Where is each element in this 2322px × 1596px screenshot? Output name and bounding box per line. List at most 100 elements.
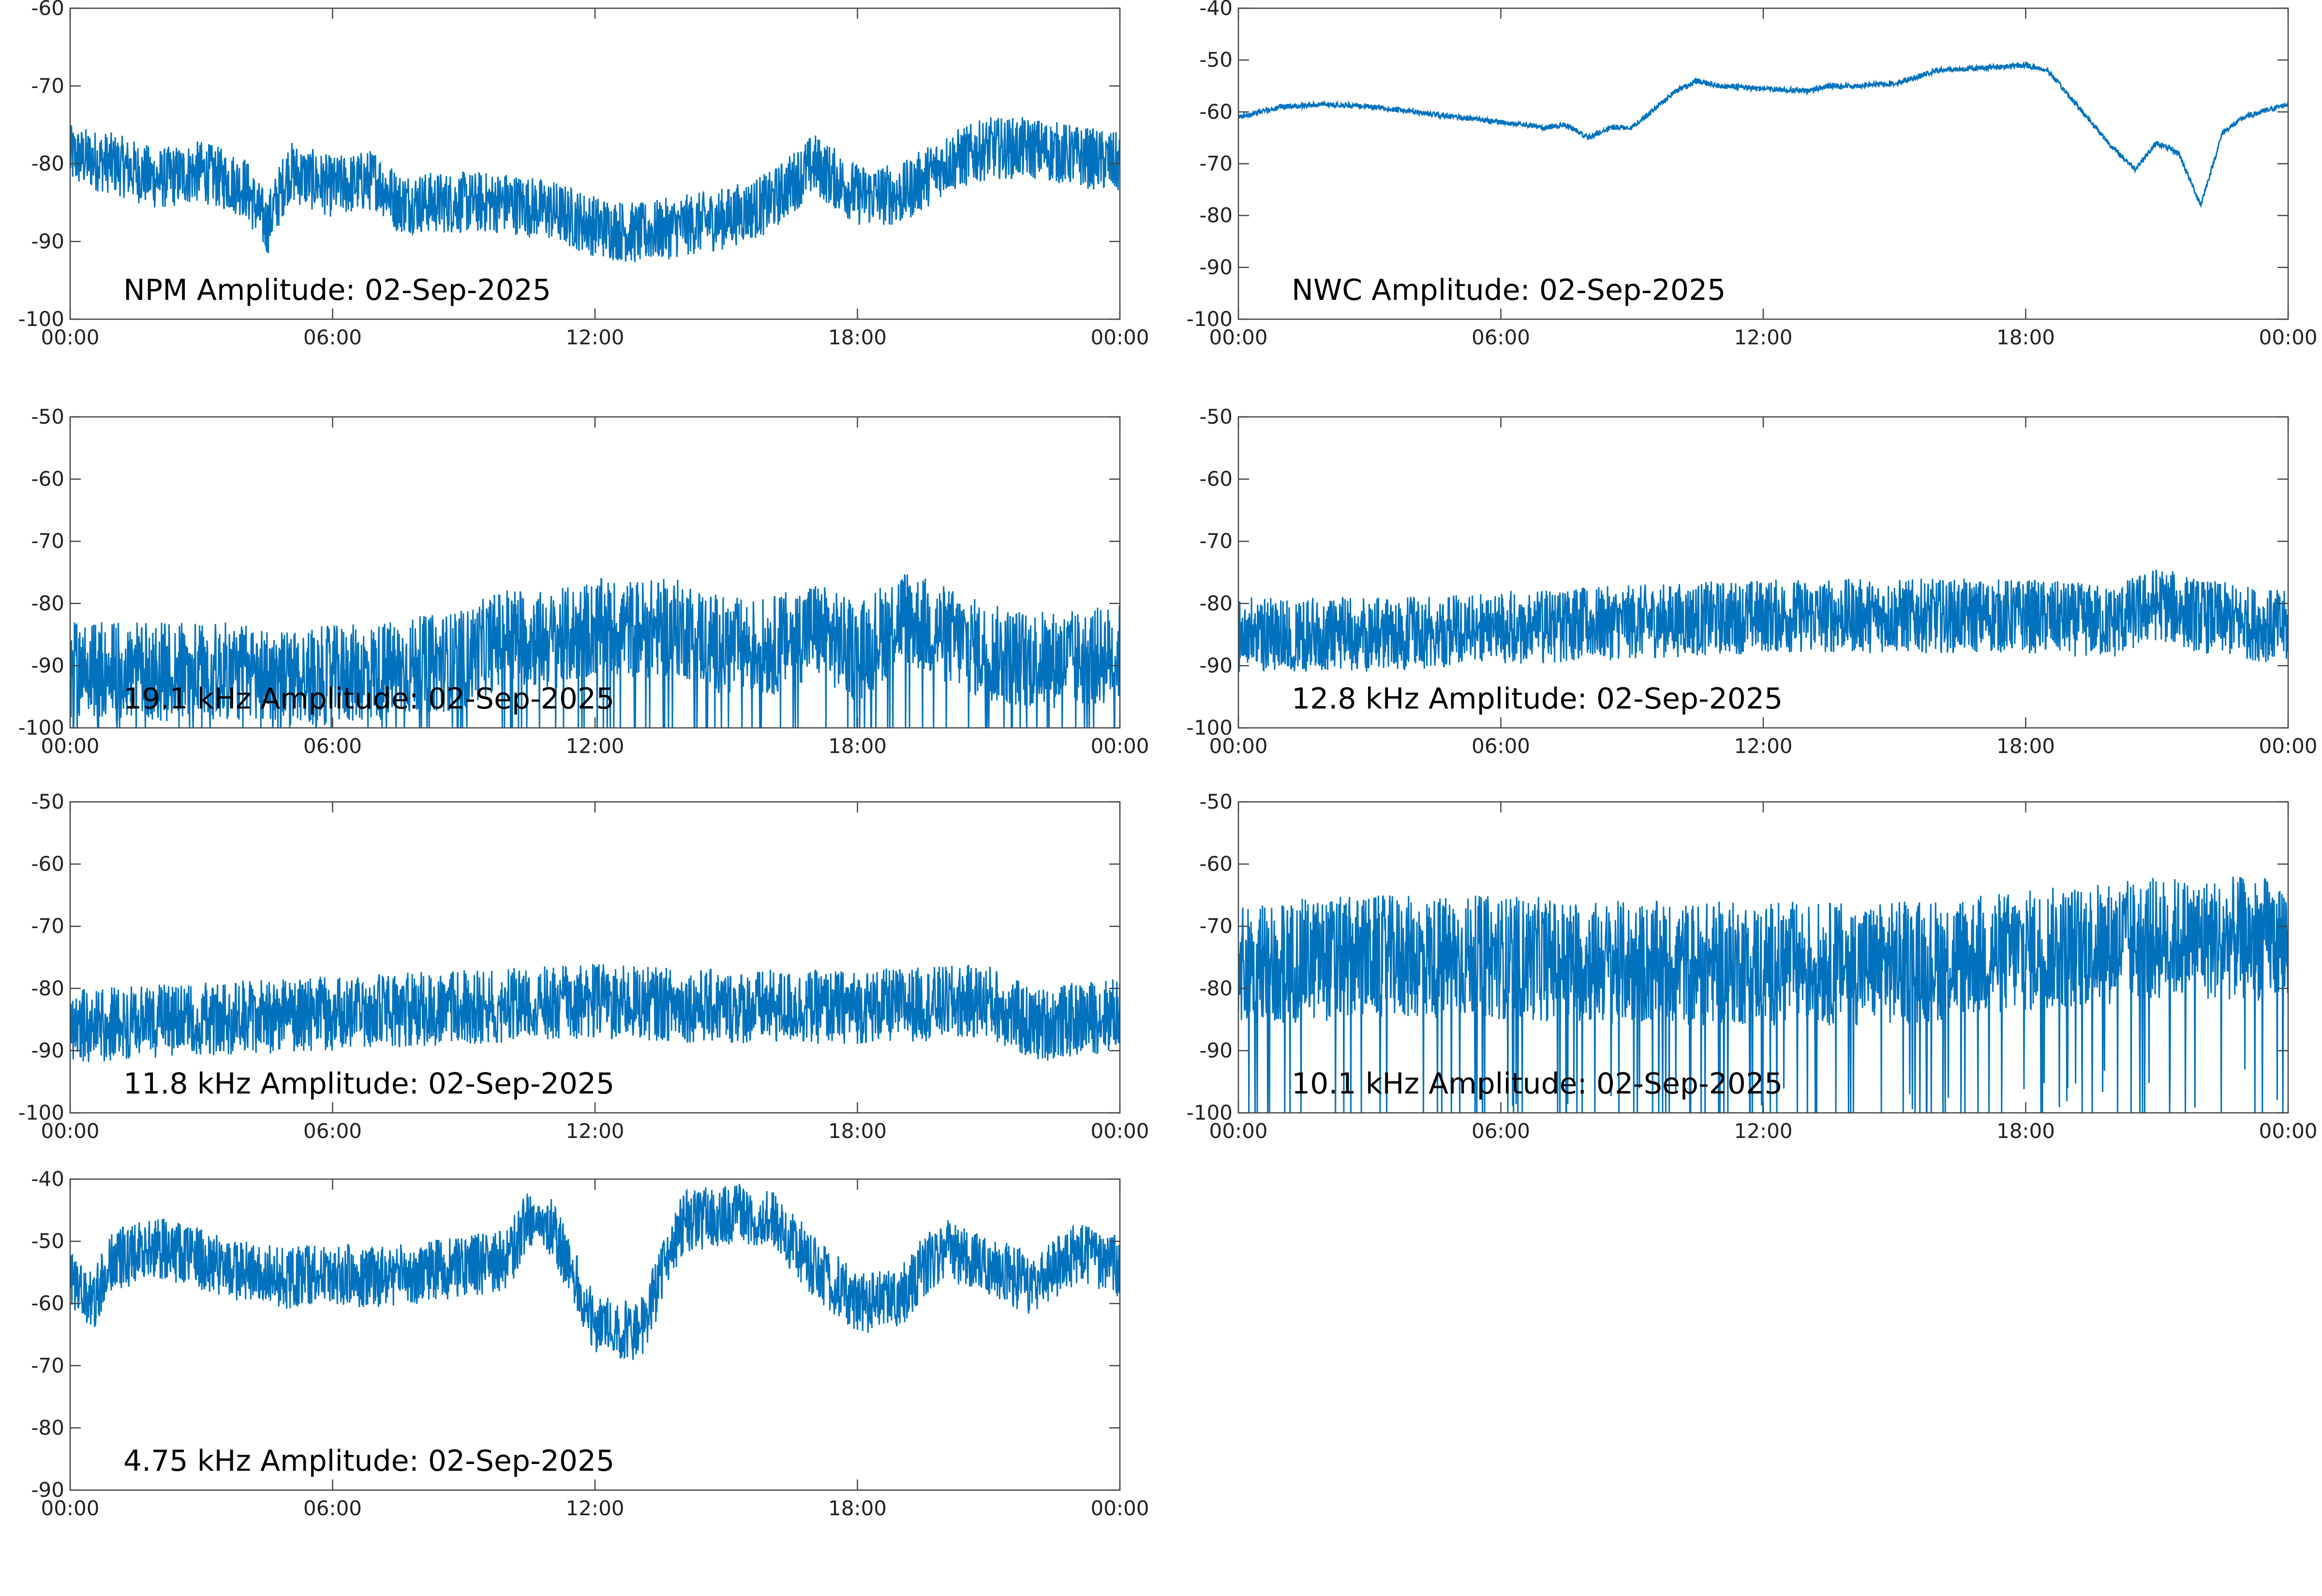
x-tick-label: 06:00 [1472, 1119, 1530, 1143]
x-tick-label: 12:00 [566, 734, 624, 758]
y-tick-label: -70 [1199, 914, 1233, 938]
x-tick-label: 12:00 [1734, 325, 1792, 349]
series-line [1238, 876, 2288, 1113]
y-tick-label: -100 [18, 716, 64, 739]
y-tick-label: -60 [31, 0, 64, 20]
plot-frame [69, 1178, 1121, 1491]
y-tick-label: -90 [1199, 1038, 1233, 1062]
series-line [1238, 569, 2288, 672]
x-tick-label: 00:00 [1090, 734, 1149, 758]
panel-title: NPM Amplitude: 02-Sep-2025 [123, 273, 551, 307]
y-tick-label: -90 [31, 1038, 64, 1062]
y-tick-label: -90 [31, 229, 64, 253]
x-tick-label: 18:00 [828, 325, 887, 349]
x-tick-label: 00:00 [2259, 325, 2317, 349]
panel-title: 4.75 kHz Amplitude: 02-Sep-2025 [123, 1444, 614, 1478]
y-tick-label: -80 [31, 591, 64, 615]
y-tick-label: -50 [1199, 48, 1233, 72]
y-tick-label: -70 [31, 529, 64, 553]
x-tick-label: 12:00 [566, 1496, 624, 1520]
x-tick-label: 18:00 [1996, 325, 2055, 349]
x-tick-label: 06:00 [303, 1119, 362, 1143]
x-tick-label: 18:00 [828, 1496, 887, 1520]
x-tick-label: 12:00 [1734, 734, 1792, 758]
panel-title: 19.1 kHz Amplitude: 02-Sep-2025 [123, 682, 614, 716]
x-tick-label: 00:00 [41, 1496, 99, 1520]
y-tick-label: -90 [1199, 255, 1233, 279]
panel-title: 12.8 kHz Amplitude: 02-Sep-2025 [1292, 682, 1783, 716]
x-tick-label: 00:00 [1090, 1496, 1149, 1520]
y-tick-label: -100 [1187, 1101, 1233, 1124]
x-tick-label: 00:00 [1090, 325, 1149, 349]
y-tick-label: -90 [1199, 653, 1233, 677]
x-tick-label: 06:00 [303, 734, 362, 758]
panel-title: NWC Amplitude: 02-Sep-2025 [1292, 273, 1726, 307]
x-tick-label: 12:00 [1734, 1119, 1792, 1143]
x-tick-label: 06:00 [303, 1496, 362, 1520]
x-tick-label: 00:00 [1209, 734, 1267, 758]
x-tick-label: 06:00 [303, 325, 362, 349]
panel-title: 11.8 kHz Amplitude: 02-Sep-2025 [123, 1067, 614, 1101]
y-tick-label: -40 [1199, 0, 1233, 20]
x-tick-label: 00:00 [1209, 325, 1267, 349]
y-tick-label: -70 [31, 1354, 64, 1377]
series-line [70, 574, 1120, 728]
x-tick-label: 00:00 [2259, 1119, 2317, 1143]
y-tick-label: -50 [1199, 405, 1233, 429]
x-tick-label: 12:00 [566, 325, 624, 349]
panel-title: 10.1 kHz Amplitude: 02-Sep-2025 [1292, 1067, 1783, 1101]
x-tick-label: 06:00 [1472, 325, 1530, 349]
y-tick-label: -60 [31, 467, 64, 491]
y-tick-label: -100 [18, 307, 64, 331]
x-tick-label: 00:00 [41, 734, 99, 758]
y-tick-label: -100 [1187, 716, 1233, 739]
y-tick-label: -70 [31, 74, 64, 98]
y-tick-label: -70 [1199, 529, 1233, 553]
plot-frame [69, 801, 1121, 1114]
y-tick-label: -50 [31, 405, 64, 429]
series-line [70, 964, 1120, 1062]
y-tick-label: -80 [31, 152, 64, 176]
y-tick-label: -60 [1199, 852, 1233, 876]
y-tick-label: -80 [31, 976, 64, 1000]
plot-frame [1237, 416, 2289, 729]
x-tick-label: 00:00 [1209, 1119, 1267, 1143]
x-tick-label: 18:00 [828, 734, 887, 758]
y-tick-label: -90 [31, 1478, 64, 1502]
y-tick-label: -100 [1187, 307, 1233, 331]
series-line [70, 1183, 1120, 1360]
x-tick-label: 00:00 [41, 1119, 99, 1143]
x-tick-label: 00:00 [1090, 1119, 1149, 1143]
x-tick-label: 00:00 [41, 325, 99, 349]
y-tick-label: -50 [31, 1229, 64, 1253]
y-tick-label: -60 [31, 1291, 64, 1315]
x-tick-label: 18:00 [1996, 734, 2055, 758]
y-tick-label: -90 [31, 653, 64, 677]
x-tick-label: 18:00 [828, 1119, 887, 1143]
y-tick-label: -80 [1199, 591, 1233, 615]
x-tick-label: 00:00 [2259, 734, 2317, 758]
x-tick-label: 12:00 [566, 1119, 624, 1143]
series-line [70, 117, 1120, 263]
series-line [1238, 60, 2288, 208]
y-tick-label: -60 [1199, 100, 1233, 123]
x-tick-label: 18:00 [1996, 1119, 2055, 1143]
y-tick-label: -40 [31, 1167, 64, 1191]
y-tick-label: -70 [1199, 152, 1233, 176]
y-tick-label: -80 [31, 1416, 64, 1439]
y-tick-label: -100 [18, 1101, 64, 1124]
y-tick-label: -60 [1199, 467, 1233, 491]
y-tick-label: -60 [31, 852, 64, 876]
y-tick-label: -50 [1199, 790, 1233, 813]
x-tick-label: 06:00 [1472, 734, 1530, 758]
y-tick-label: -80 [1199, 976, 1233, 1000]
y-tick-label: -50 [31, 790, 64, 813]
